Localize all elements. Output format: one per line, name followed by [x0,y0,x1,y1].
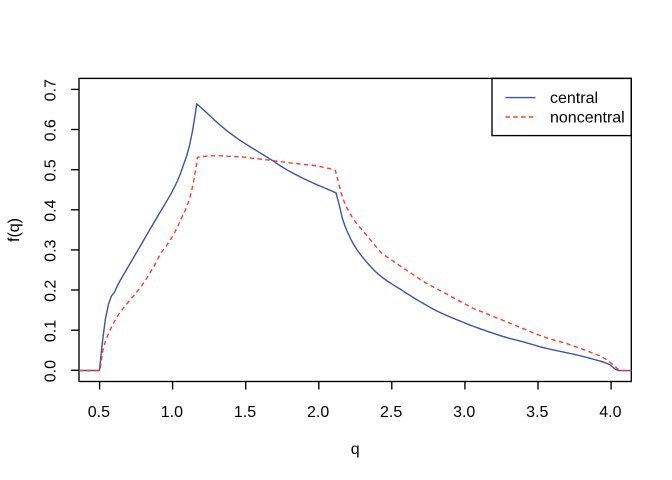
svg-text:1.0: 1.0 [161,404,183,421]
svg-text:0.2: 0.2 [42,280,59,302]
svg-text:0.6: 0.6 [42,119,59,141]
svg-text:0.5: 0.5 [42,159,59,181]
svg-text:0.4: 0.4 [42,199,59,221]
svg-text:2.5: 2.5 [380,404,402,421]
svg-text:f(q): f(q) [6,218,23,242]
svg-text:0.7: 0.7 [42,79,59,101]
svg-text:1.5: 1.5 [234,404,256,421]
svg-text:0.5: 0.5 [88,404,110,421]
svg-text:central: central [550,90,598,107]
svg-text:3.5: 3.5 [526,404,548,421]
svg-text:3.0: 3.0 [453,404,475,421]
svg-text:0.1: 0.1 [42,320,59,342]
svg-text:2.0: 2.0 [307,404,329,421]
svg-text:4.0: 4.0 [599,404,621,421]
svg-text:q: q [351,441,360,458]
svg-text:0.0: 0.0 [42,360,59,382]
svg-text:noncentral: noncentral [550,109,625,126]
svg-text:0.3: 0.3 [42,239,59,261]
